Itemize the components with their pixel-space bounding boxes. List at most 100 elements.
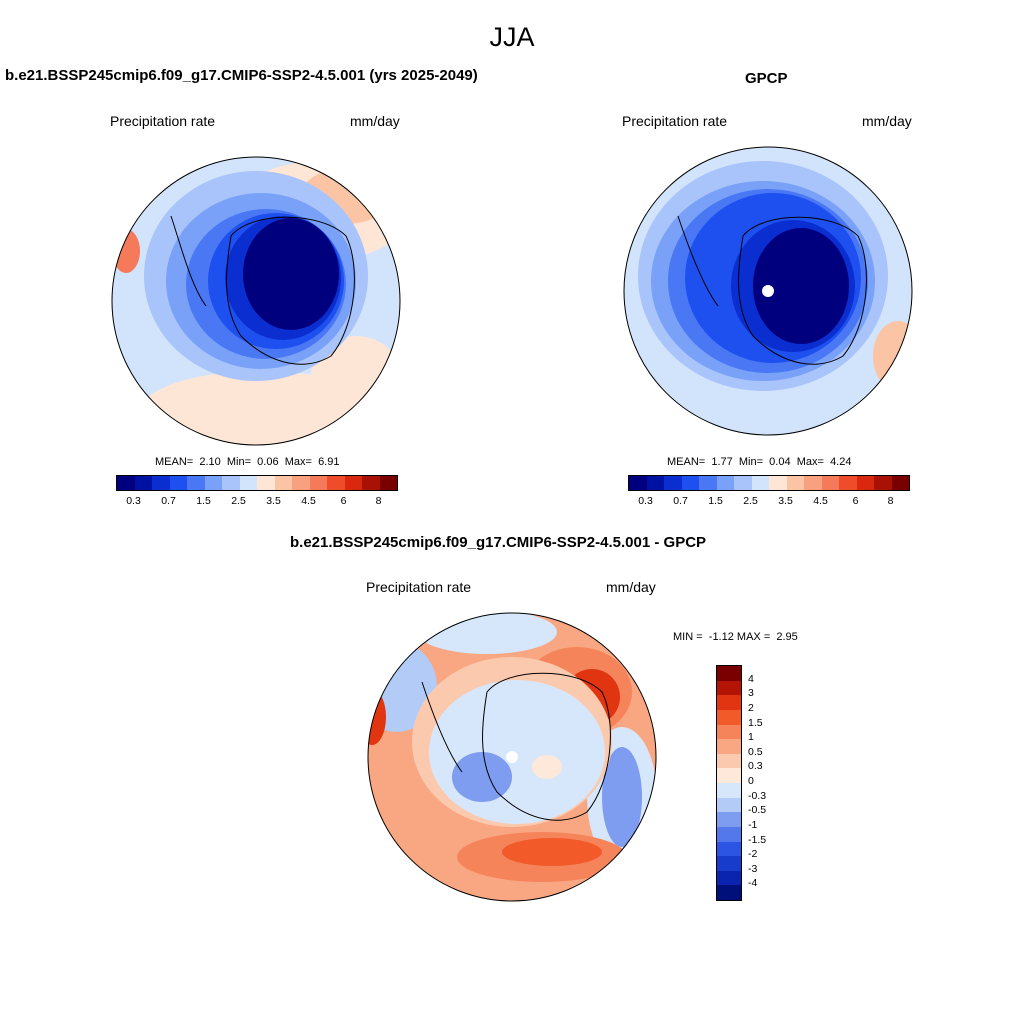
min-label: Min= bbox=[738, 456, 764, 468]
colorbar-swatch bbox=[222, 476, 240, 490]
colorbar-swatch bbox=[717, 797, 741, 813]
panel1-variable: Precipitation rate bbox=[110, 113, 216, 129]
panel3-stats: MIN = -1.12 MAX = 2.95 bbox=[673, 631, 798, 643]
figure-title: JJA bbox=[489, 22, 535, 52]
colorbar-swatch bbox=[344, 476, 362, 490]
colorbar-tick-label: 4 bbox=[748, 672, 754, 685]
colorbar-swatch bbox=[717, 753, 741, 769]
panel2-variable: Precipitation rate bbox=[622, 113, 728, 129]
colorbar-swatch bbox=[751, 476, 769, 490]
colorbar-swatch bbox=[717, 812, 741, 827]
max-label: MAX = bbox=[736, 631, 771, 643]
colorbar-tick-label: 1.5 bbox=[708, 495, 723, 507]
mean-value: 2.10 bbox=[199, 456, 221, 468]
colorbar-swatch bbox=[716, 476, 734, 490]
colorbar-swatch bbox=[257, 476, 275, 490]
panel2-map bbox=[623, 146, 913, 436]
colorbar-tick-label: 0 bbox=[748, 775, 754, 787]
colorbar-swatch bbox=[152, 476, 170, 490]
colorbar-swatch bbox=[699, 476, 717, 490]
colorbar-tick-label: -0.3 bbox=[748, 789, 767, 802]
colorbar-swatch bbox=[717, 666, 741, 681]
colorbar-swatch bbox=[717, 841, 741, 857]
colorbar-tick-label: 1 bbox=[748, 731, 754, 744]
mean-label: MEAN= bbox=[667, 456, 706, 468]
colorbar-swatch bbox=[717, 783, 741, 798]
colorbar-swatch bbox=[717, 768, 741, 783]
colorbar-swatch bbox=[717, 826, 741, 842]
colorbar-tick-label: -0.5 bbox=[748, 804, 767, 817]
colorbar-swatch bbox=[646, 476, 664, 490]
panel2-title: GPCP bbox=[745, 70, 788, 87]
colorbar-tick-label: 8 bbox=[887, 495, 894, 507]
colorbar-swatch bbox=[821, 476, 839, 490]
colorbar-swatch bbox=[117, 476, 135, 490]
colorbar-swatch bbox=[239, 476, 257, 490]
colorbar-tick-label: 3.5 bbox=[266, 495, 281, 507]
panel2-stats: MEAN= 1.77 Min= 0.04 Max= 4.24 bbox=[667, 456, 851, 468]
colorbar-tick-label: -1 bbox=[748, 818, 758, 831]
colorbar-swatch bbox=[717, 724, 741, 740]
panel3-title: b.e21.BSSP245cmip6.f09_g17.CMIP6-SSP2-4.… bbox=[290, 534, 707, 551]
min-value: -1.12 bbox=[708, 631, 734, 643]
colorbar-swatch bbox=[856, 476, 874, 490]
colorbar-tick-label: 0.3 bbox=[638, 495, 653, 507]
colorbar-swatch bbox=[681, 476, 699, 490]
panel3-variable: Precipitation rate bbox=[366, 579, 472, 595]
colorbar-swatch bbox=[362, 476, 380, 490]
colorbar-swatch bbox=[734, 476, 752, 490]
max-label: Max= bbox=[284, 456, 312, 468]
colorbar-swatch bbox=[717, 856, 741, 871]
colorbar-swatch bbox=[292, 476, 310, 490]
max-value: 4.24 bbox=[830, 456, 852, 468]
colorbar-tick-label: 6 bbox=[340, 495, 347, 507]
colorbar-tick-label: 4.5 bbox=[813, 495, 828, 507]
colorbar-tick-label: 0.7 bbox=[161, 495, 176, 507]
diff-colorbar bbox=[716, 665, 742, 901]
colorbar-tick-label: 6 bbox=[852, 495, 859, 507]
colorbar-tick-label: -1.5 bbox=[748, 833, 767, 846]
colorbar-tick-label: -3 bbox=[748, 862, 758, 875]
panel1-stats: MEAN= 2.10 Min= 0.06 Max= 6.91 bbox=[155, 456, 339, 468]
mean-value: 1.77 bbox=[711, 456, 733, 468]
colorbar-swatch bbox=[664, 476, 682, 490]
colorbar-tick-label: 0.3 bbox=[748, 760, 763, 773]
colorbar-tick-label: 2 bbox=[748, 701, 754, 714]
panel1-title: b.e21.BSSP245cmip6.f09_g17.CMIP6-SSP2-4.… bbox=[5, 67, 478, 84]
colorbar-swatch bbox=[274, 476, 292, 490]
colorbar-tick-label: -4 bbox=[748, 877, 758, 890]
colorbar-swatch bbox=[187, 476, 205, 490]
colorbar-tick-label: 8 bbox=[375, 495, 382, 507]
colorbar-tick-label: -2 bbox=[748, 848, 758, 861]
colorbar-swatch bbox=[204, 476, 222, 490]
mean-label: MEAN= bbox=[155, 456, 194, 468]
colorbar-swatch bbox=[717, 680, 741, 696]
min-value: 0.06 bbox=[257, 456, 279, 468]
panel1-units: mm/day bbox=[350, 113, 400, 129]
colorbar-swatch bbox=[379, 476, 397, 490]
colorbar-swatch bbox=[717, 885, 741, 900]
max-value: 2.95 bbox=[776, 631, 798, 643]
colorbar-swatch bbox=[629, 476, 647, 490]
max-label: Max= bbox=[796, 456, 824, 468]
colorbar-swatch bbox=[717, 739, 741, 754]
colorbar-swatch bbox=[717, 709, 741, 725]
panel1-map bbox=[111, 156, 401, 446]
colorbar-swatch bbox=[891, 476, 909, 490]
panel1-colorbar bbox=[116, 475, 398, 491]
min-label: MIN = bbox=[673, 631, 703, 643]
colorbar-swatch bbox=[134, 476, 152, 490]
colorbar-tick-label: 1.5 bbox=[196, 495, 211, 507]
colorbar-tick-label: 1.5 bbox=[748, 716, 763, 729]
colorbar-tick-label: 0.5 bbox=[748, 745, 763, 758]
colorbar-tick-label: 2.5 bbox=[743, 495, 758, 507]
colorbar-tick-label: 4.5 bbox=[301, 495, 316, 507]
colorbar-swatch bbox=[786, 476, 804, 490]
min-label: Min= bbox=[226, 456, 252, 468]
colorbar-tick-label: 0.3 bbox=[126, 495, 141, 507]
max-value: 6.91 bbox=[318, 456, 340, 468]
min-value: 0.04 bbox=[769, 456, 791, 468]
colorbar-swatch bbox=[717, 870, 741, 886]
colorbar-swatch bbox=[769, 476, 787, 490]
panel2-colorbar bbox=[628, 475, 910, 491]
